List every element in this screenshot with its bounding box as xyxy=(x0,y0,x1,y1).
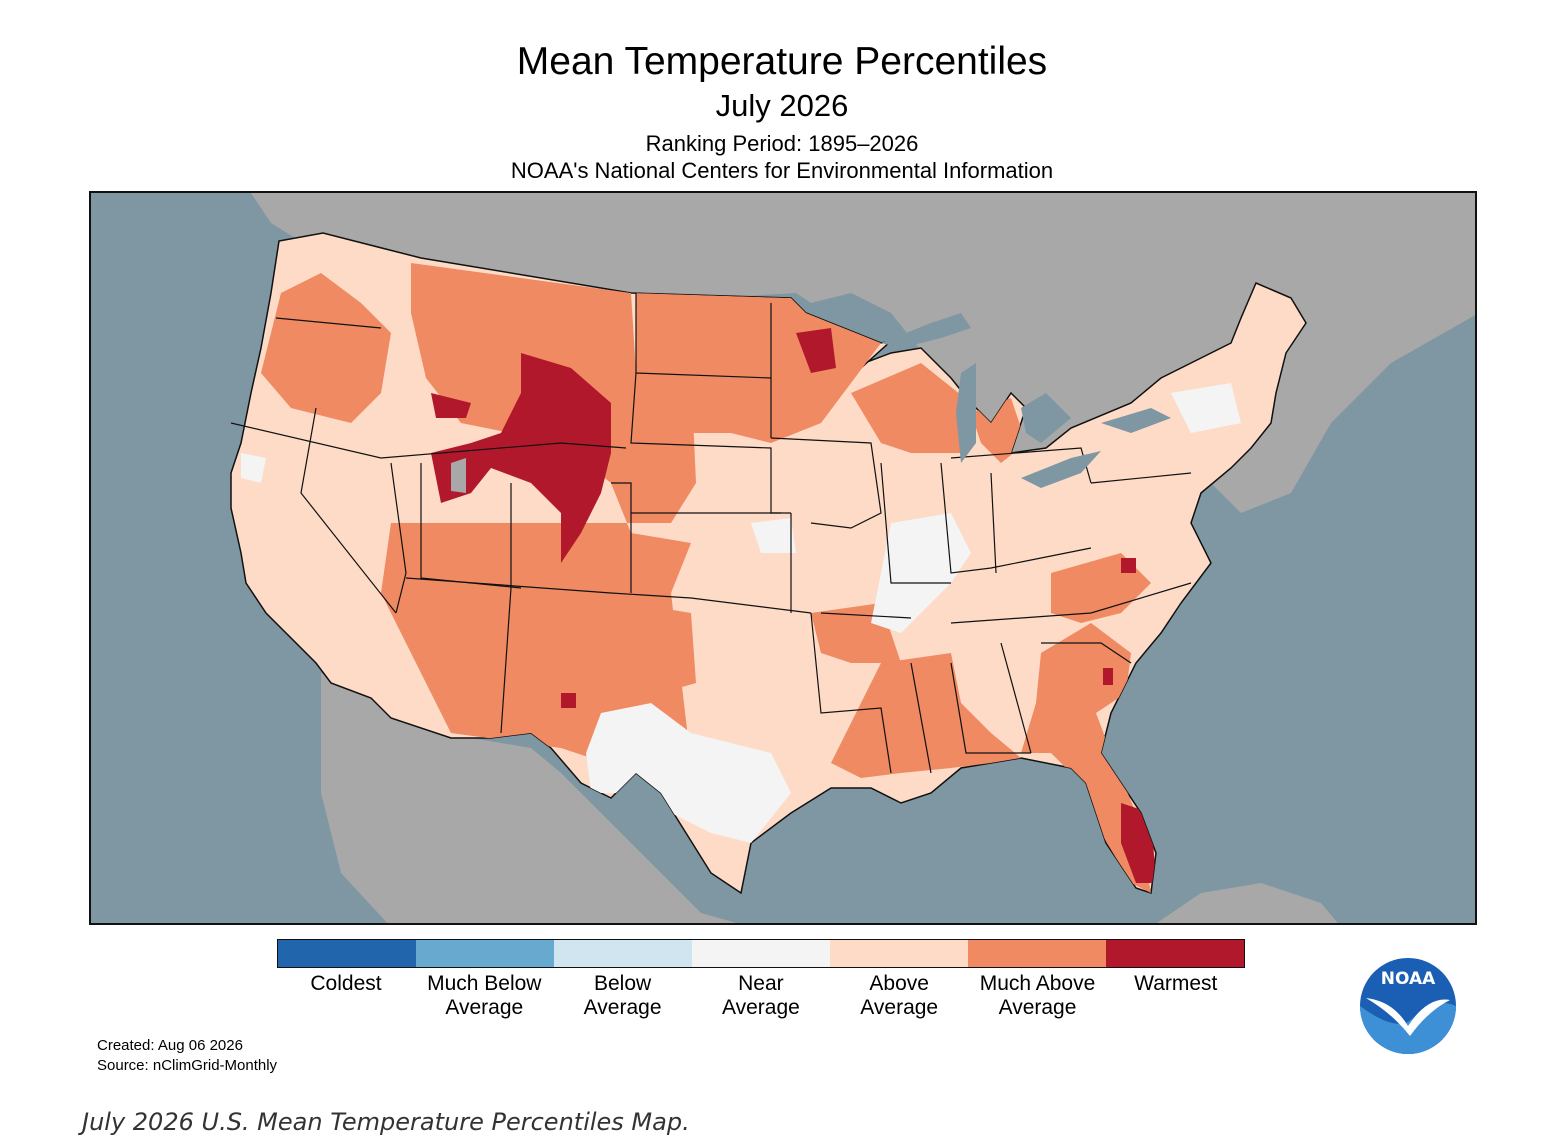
wisconsin-much-above xyxy=(851,363,971,453)
california-near-average xyxy=(241,453,266,483)
legend-label: Warmest xyxy=(1107,972,1245,996)
legend-label-line1: Below xyxy=(593,972,652,995)
legend-label-line1: Near xyxy=(738,972,784,995)
legend-swatch xyxy=(1106,940,1244,967)
legend-label-line2: Average xyxy=(583,996,662,1019)
map-subtitle: July 2026 xyxy=(715,88,849,123)
legend-label-line2: Average xyxy=(998,996,1077,1019)
texaspanhandle-much-above xyxy=(631,603,696,693)
oregon-much-above xyxy=(261,273,391,423)
west-much-above xyxy=(381,263,696,773)
legend-label-line1: Above xyxy=(869,972,929,995)
legend-swatch xyxy=(830,940,968,967)
texas-near-average xyxy=(586,703,791,843)
legend-label-line1: Coldest xyxy=(310,972,382,995)
us-temperature-map xyxy=(89,191,1477,925)
va-warmest xyxy=(1121,558,1136,573)
lake-superior xyxy=(881,313,971,348)
legend-label: Coldest xyxy=(277,972,415,996)
southeast-much-above xyxy=(1021,623,1151,893)
baja-peninsula xyxy=(331,693,421,923)
sc-warmest xyxy=(1103,668,1113,685)
legend-color-bar xyxy=(277,939,1245,968)
legend-label-line1: Much Below xyxy=(427,972,542,995)
nm-warmest xyxy=(561,693,576,708)
cuba-land xyxy=(1156,883,1338,923)
legend-label: Much Below Average xyxy=(415,972,553,1020)
legend-swatch xyxy=(554,940,692,967)
minnesota-warmest xyxy=(796,328,836,373)
legend-label-line1: Much Above xyxy=(979,972,1096,995)
noaa-logo-icon: NOAA xyxy=(1360,958,1456,1054)
legend-label: Much Above Average xyxy=(969,972,1107,1020)
legend-label: Above Average xyxy=(830,972,968,1020)
northeast-near-average xyxy=(1171,383,1241,433)
map-graphic xyxy=(91,193,1475,923)
legend-swatch xyxy=(968,940,1106,967)
source-organization: NOAA's National Centers for Environmenta… xyxy=(510,158,1054,183)
legend-label-line1: Warmest xyxy=(1134,972,1218,995)
figure-caption: July 2026 U.S. Mean Temperature Percenti… xyxy=(82,1108,690,1136)
lake-huron xyxy=(1021,393,1071,443)
legend-label-line2: Average xyxy=(721,996,800,1019)
lake-erie xyxy=(1021,451,1101,488)
great-salt-lake xyxy=(451,458,466,493)
wyoming-warmest xyxy=(431,353,611,563)
legend-swatch xyxy=(692,940,830,967)
idaho-warmest xyxy=(431,393,471,418)
credits: Created: Aug 06 2026 Source: nClimGrid-M… xyxy=(97,1036,277,1076)
state-borders xyxy=(230,293,1192,774)
legend-swatch xyxy=(416,940,554,967)
created-date: Created: Aug 06 2026 xyxy=(97,1037,243,1054)
gulf-much-above xyxy=(831,653,1021,778)
noaa-logo-text: NOAA xyxy=(1381,969,1436,989)
legend-label: Below Average xyxy=(554,972,692,1020)
map-title: Mean Temperature Percentiles xyxy=(516,40,1048,83)
midsouth-near-average xyxy=(871,513,971,633)
legend-label-line2: Average xyxy=(860,996,939,1019)
ranking-period: Ranking Period: 1895–2026 xyxy=(645,131,919,156)
legend-label-line2: Average xyxy=(445,996,524,1019)
lake-ontario xyxy=(1101,408,1171,433)
mexico-land xyxy=(321,673,737,923)
data-source: Source: nClimGrid-Monthly xyxy=(97,1057,278,1074)
legend-label: Near Average xyxy=(692,972,830,1020)
missouri-near-average xyxy=(751,518,796,553)
legend-swatch xyxy=(278,940,416,967)
lake-michigan xyxy=(956,363,976,463)
